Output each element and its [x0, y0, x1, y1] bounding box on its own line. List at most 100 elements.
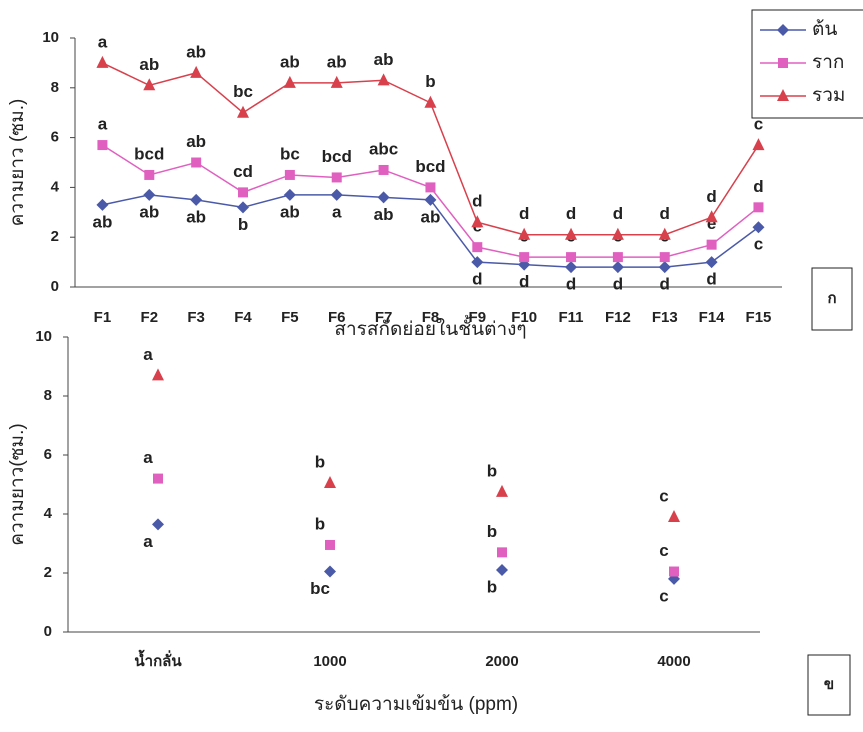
- x-tick-label: F2: [141, 309, 159, 326]
- significance-letter: a: [143, 448, 153, 467]
- marker: [143, 188, 156, 201]
- significance-letter: b: [315, 514, 325, 533]
- marker: [612, 252, 623, 263]
- marker: [424, 193, 437, 206]
- significance-letter: ab: [421, 207, 441, 226]
- significance-letter: d: [566, 204, 576, 223]
- marker: [330, 75, 343, 88]
- y-tick-label: 0: [44, 623, 52, 640]
- x-tick-label: F11: [559, 309, 584, 326]
- significance-letter: c: [754, 235, 763, 254]
- x-tick-label: F6: [328, 309, 346, 326]
- marker: [96, 55, 109, 68]
- significance-letter: bcd: [134, 144, 164, 163]
- marker: [752, 138, 765, 151]
- x-tick-label: F14: [699, 309, 726, 326]
- marker: [705, 210, 718, 223]
- x-tick-label: F3: [187, 309, 205, 326]
- marker: [153, 473, 163, 484]
- marker: [191, 157, 202, 168]
- marker: [190, 65, 203, 78]
- x-tick-label: น้ำกลั่น: [134, 649, 182, 670]
- marker: [471, 215, 484, 228]
- marker: [519, 252, 530, 263]
- x-tick-label: F1: [94, 309, 112, 326]
- significance-letter: abc: [369, 139, 398, 158]
- marker: [566, 252, 577, 263]
- marker: [753, 202, 764, 213]
- significance-letter: bcd: [322, 147, 352, 166]
- significance-letter: d: [613, 204, 623, 223]
- marker: [377, 73, 390, 86]
- marker: [144, 169, 155, 180]
- x-tick-label: F12: [605, 309, 631, 326]
- marker: [97, 140, 108, 151]
- x-axis-label: ระดับความเข้มข้น (ppm): [314, 694, 518, 715]
- x-tick-label: 2000: [485, 653, 518, 670]
- marker: [324, 565, 336, 578]
- significance-letter: b: [487, 578, 497, 597]
- x-tick-label: F7: [375, 309, 393, 326]
- significance-letter: bc: [310, 579, 330, 598]
- significance-letter: ab: [93, 212, 113, 231]
- x-tick-label: 1000: [313, 653, 346, 670]
- legend-label: ราก: [812, 52, 844, 73]
- significance-letter: ab: [186, 42, 206, 61]
- marker: [237, 201, 250, 214]
- x-tick-label: 4000: [657, 653, 690, 670]
- marker: [659, 252, 670, 263]
- significance-letter: d: [706, 270, 716, 289]
- significance-letter: b: [487, 522, 497, 541]
- x-tick-label: F9: [469, 309, 487, 326]
- significance-letter: ab: [186, 132, 206, 151]
- marker: [378, 164, 389, 175]
- significance-letter: c: [659, 486, 668, 505]
- x-tick-label: F5: [281, 309, 299, 326]
- significance-letter: ab: [374, 50, 394, 69]
- y-tick-label: 2: [44, 564, 52, 581]
- significance-letter: ab: [186, 207, 206, 226]
- y-axis-label: ความยาว (ซม.): [7, 99, 28, 227]
- marker: [518, 227, 531, 240]
- marker: [752, 221, 765, 234]
- significance-letter: cd: [233, 162, 253, 181]
- x-tick-label: F13: [652, 309, 678, 326]
- x-tick-label: F8: [422, 309, 440, 326]
- y-tick-label: 0: [51, 278, 59, 295]
- significance-letter: c: [659, 586, 668, 605]
- marker: [496, 484, 508, 497]
- marker: [497, 547, 507, 558]
- marker: [777, 89, 789, 101]
- legend-box: [751, 9, 863, 119]
- y-tick-label: 8: [44, 387, 52, 404]
- marker: [611, 261, 624, 274]
- marker: [611, 227, 624, 240]
- significance-letter: ab: [327, 52, 347, 71]
- marker: [325, 539, 335, 550]
- marker: [330, 188, 343, 201]
- marker: [238, 187, 249, 198]
- panel-box: [811, 267, 853, 331]
- significance-letter: d: [519, 204, 529, 223]
- significance-letter: b: [425, 72, 435, 91]
- x-axis-label: สารสกัดย่อยในชั้นต่างๆ: [334, 315, 526, 340]
- marker: [669, 566, 679, 577]
- significance-letter: d: [660, 275, 670, 294]
- significance-letter: ab: [280, 202, 300, 221]
- significance-letter: ab: [139, 202, 159, 221]
- significance-letter: ab: [280, 52, 300, 71]
- marker: [658, 227, 671, 240]
- significance-letter: d: [660, 204, 670, 223]
- marker: [152, 368, 164, 381]
- marker: [283, 188, 296, 201]
- marker: [668, 509, 680, 522]
- significance-letter: bc: [280, 144, 300, 163]
- marker: [565, 227, 578, 240]
- y-tick-label: 6: [44, 446, 52, 463]
- marker: [237, 105, 250, 118]
- marker: [565, 261, 578, 274]
- marker: [331, 172, 342, 183]
- y-tick-label: 4: [44, 505, 53, 522]
- panel-box: [807, 654, 851, 716]
- significance-letter: bc: [233, 82, 253, 101]
